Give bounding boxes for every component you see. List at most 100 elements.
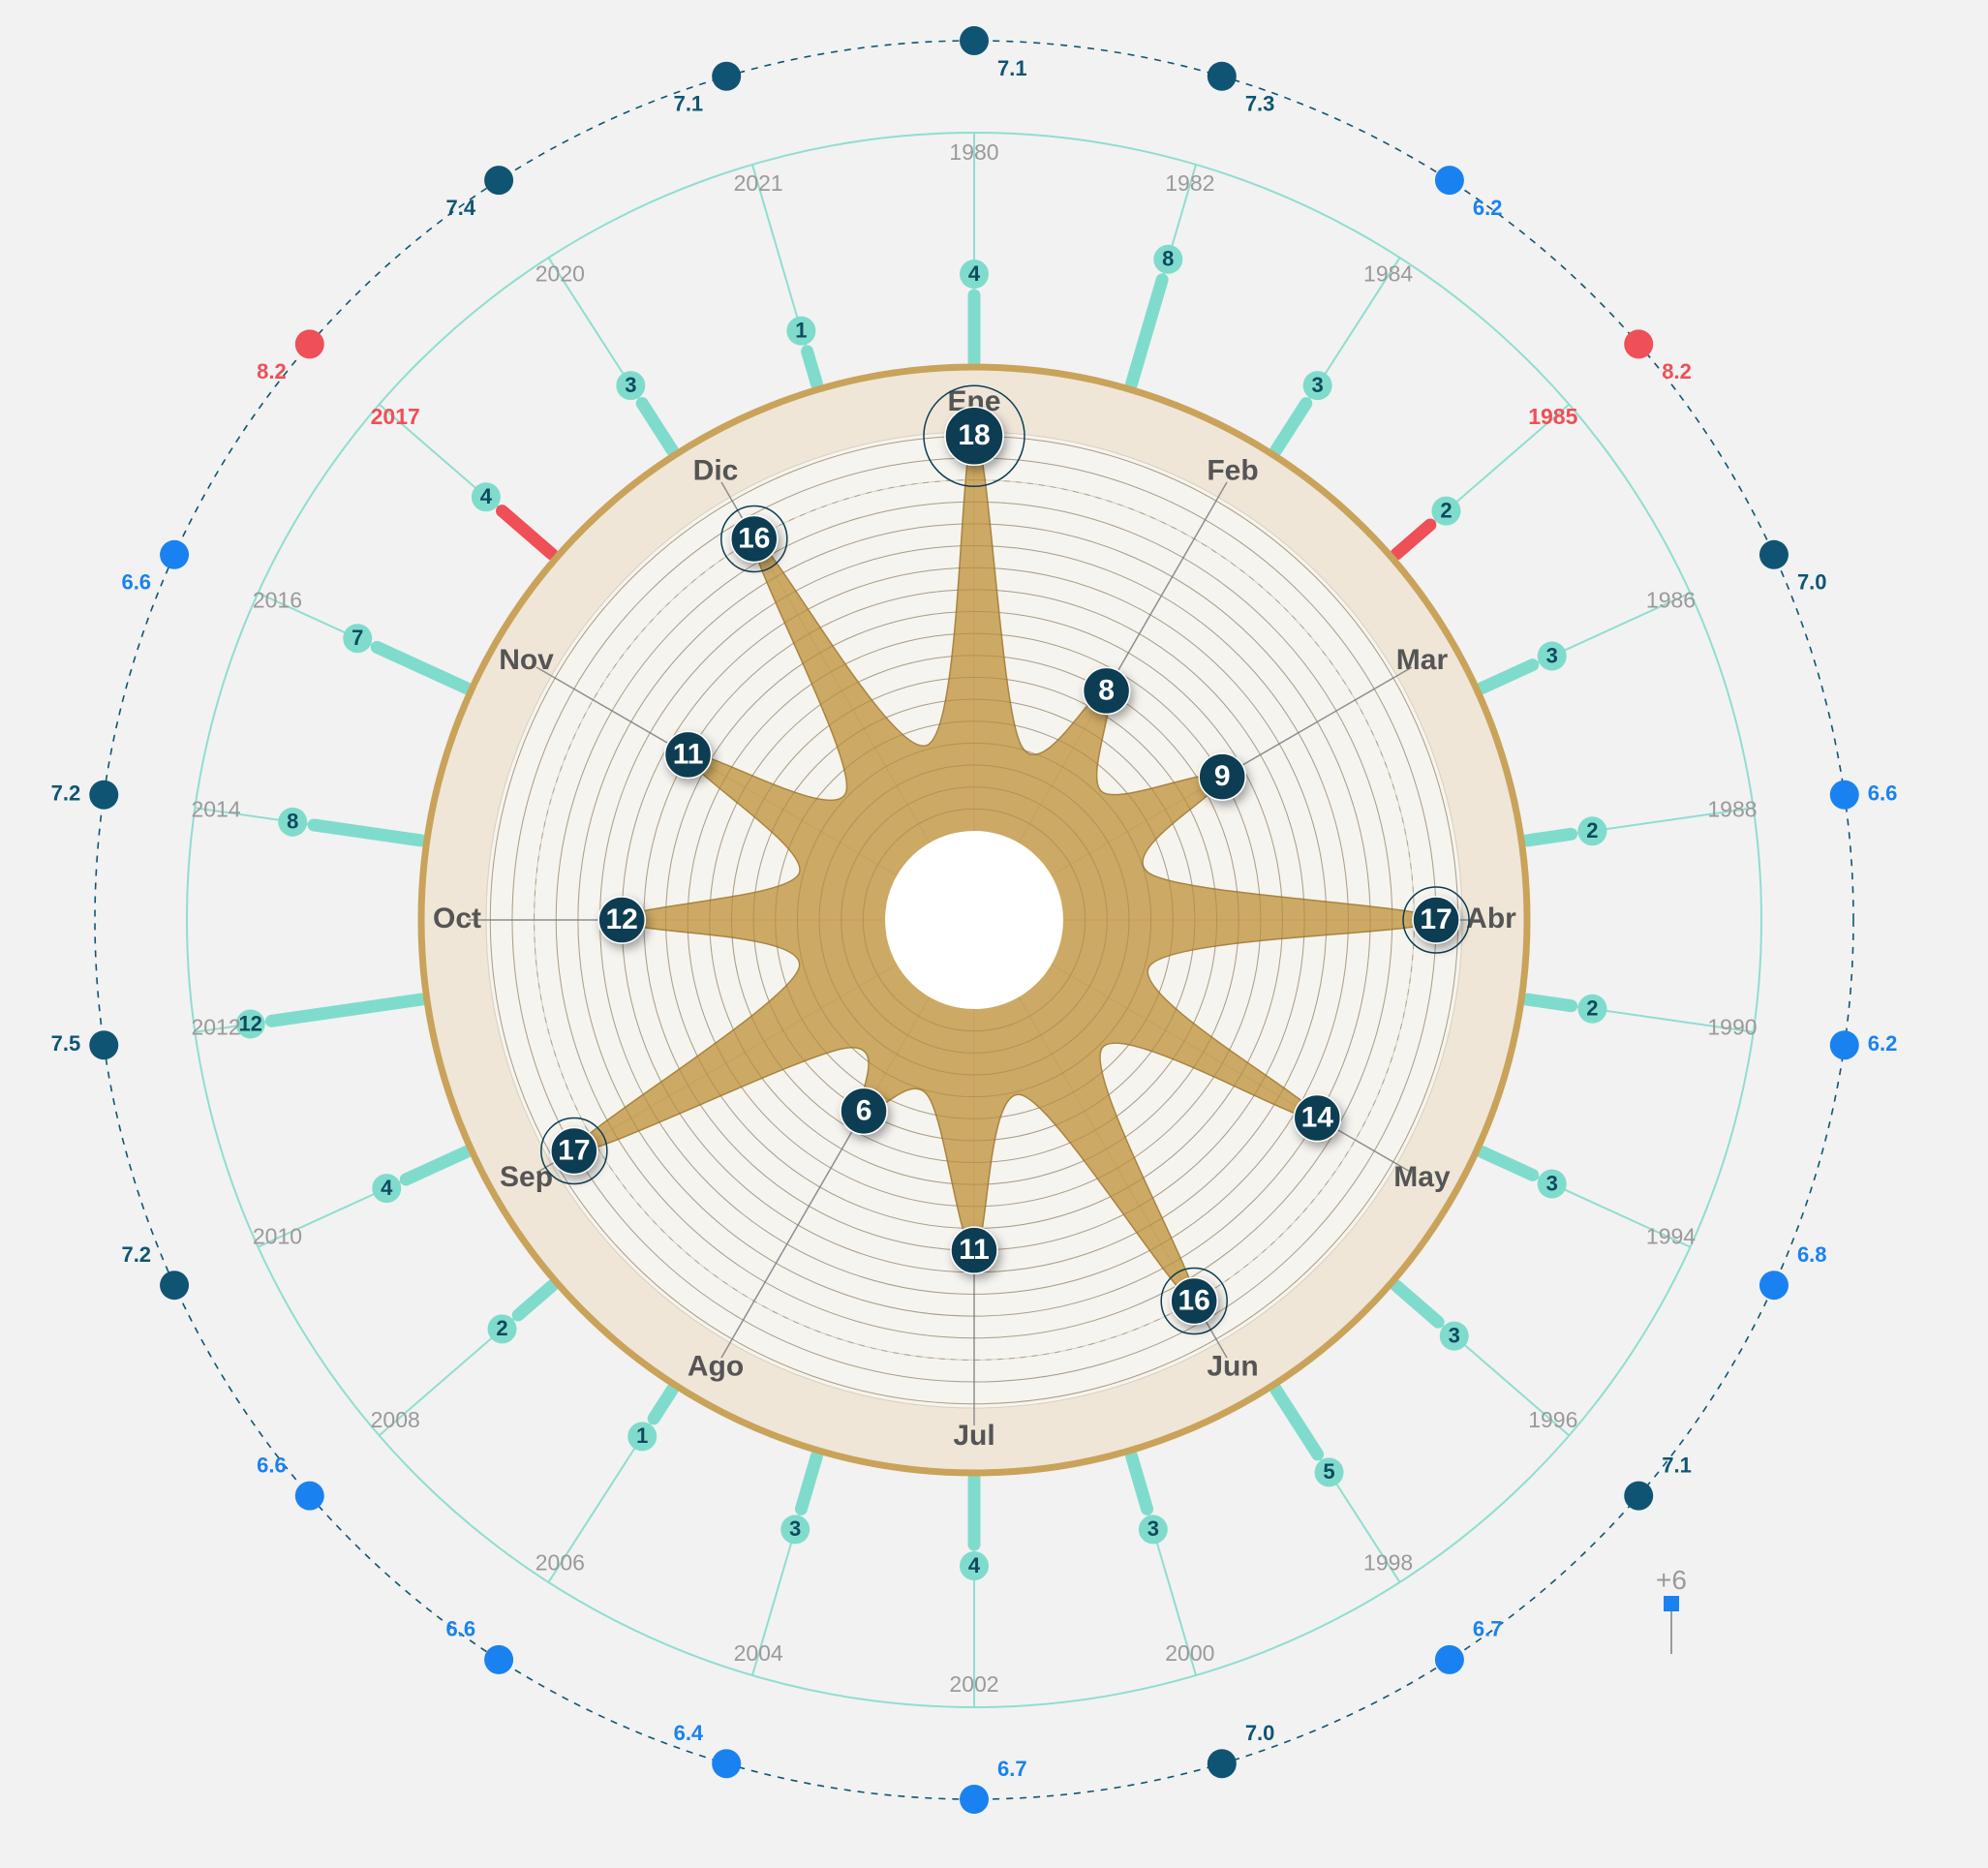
month-node-halo	[1402, 886, 1470, 954]
year-count-badge	[278, 807, 308, 837]
month-node	[1198, 752, 1246, 801]
year-count-badge	[780, 1515, 810, 1545]
magnitude-label: 6.2	[1473, 196, 1503, 220]
area-grid-ring	[862, 808, 1086, 1032]
year-count-badge	[616, 371, 646, 401]
magnitude-dot	[1434, 1644, 1464, 1674]
month-label: Nov	[499, 644, 554, 676]
area-grid-ring	[687, 632, 1262, 1208]
month-label: Oct	[433, 903, 481, 934]
year-count-badge	[1439, 1321, 1469, 1351]
magnitude-dot	[484, 166, 514, 196]
magnitude-dot	[1759, 1271, 1789, 1301]
year-count-badge	[627, 1422, 658, 1452]
year-label: 1984	[1363, 261, 1413, 287]
year-label: 1985	[1528, 404, 1577, 429]
month-node-value: 16	[1178, 1284, 1210, 1316]
year-count-badge	[1302, 371, 1332, 401]
year-count-value: 4	[968, 261, 981, 286]
month-node	[663, 730, 713, 780]
year-label: 2000	[1165, 1640, 1214, 1666]
month-label: Dic	[693, 454, 739, 486]
magnitude-dot	[1759, 539, 1789, 569]
year-label: 1986	[1646, 587, 1696, 612]
magnitude-dot	[1624, 329, 1654, 359]
year-count-value: 4	[968, 1553, 981, 1577]
extra-label: +6	[1656, 1565, 1687, 1595]
magnitude-label: 7.1	[1662, 1453, 1692, 1477]
year-count-bar	[1520, 827, 1578, 847]
magnitude-dot	[1434, 166, 1464, 196]
magnitude-dot	[1207, 61, 1237, 91]
month-node-value: 14	[1301, 1101, 1334, 1133]
year-count-bar	[496, 505, 559, 561]
year-count-bar	[370, 640, 473, 694]
year-count-value: 4	[480, 484, 493, 508]
year-label: 1996	[1528, 1407, 1577, 1432]
magnitude-label: 6.6	[446, 1617, 476, 1641]
year-count-value: 8	[1162, 247, 1174, 271]
year-label: 1988	[1707, 797, 1757, 822]
year-count-bar	[1269, 397, 1313, 457]
year-count-badge	[471, 482, 501, 512]
year-count-value: 2	[1586, 996, 1598, 1021]
year-count-badge	[235, 1009, 265, 1039]
year-count-value: 3	[1449, 1323, 1460, 1347]
year-count-value: 4	[381, 1176, 393, 1200]
year-count-badge	[1138, 1515, 1168, 1545]
year-count-badge	[960, 1551, 989, 1580]
month-node-halo	[923, 384, 1025, 488]
year-count-badge	[960, 260, 989, 289]
month-node-halo	[720, 505, 788, 573]
year-count-value: 3	[1312, 373, 1324, 397]
year-label: 1994	[1646, 1224, 1696, 1249]
year-count-bar	[511, 1279, 559, 1322]
magnitude-label: 8.2	[257, 359, 287, 383]
month-node-value: 9	[1214, 760, 1231, 792]
center-hole	[885, 831, 1063, 1009]
magnitude-label: 7.1	[674, 92, 704, 116]
year-count-bar	[1125, 273, 1169, 390]
year-count-value: 3	[789, 1516, 801, 1541]
magnitude-dot	[960, 1785, 989, 1814]
magnitude-label: 6.4	[674, 1721, 704, 1745]
month-label: May	[1393, 1161, 1451, 1193]
magnitude-dot	[1624, 1481, 1654, 1511]
magnitude-label: 6.7	[997, 1757, 1027, 1781]
month-node-value: 8	[1098, 674, 1115, 706]
magnitude-label: 6.2	[1868, 1031, 1898, 1056]
year-count-value: 8	[287, 810, 298, 834]
year-count-badge	[487, 1314, 517, 1344]
month-node-value: 17	[558, 1134, 590, 1166]
month-node	[1082, 666, 1131, 716]
magnitude-dot	[1207, 1749, 1237, 1779]
year-count-badge	[1537, 641, 1567, 671]
month-node	[944, 406, 1004, 467]
month-node	[597, 896, 646, 944]
year-label: 2016	[253, 587, 302, 612]
area-grid-ring	[841, 786, 1108, 1054]
magnitude-dot	[160, 539, 190, 569]
year-count-badge	[1431, 496, 1461, 526]
month-node-halo	[540, 1117, 608, 1185]
year-count-value: 3	[1546, 1171, 1558, 1195]
month-label: Ago	[688, 1350, 744, 1382]
magnitude-dot	[89, 1030, 119, 1060]
magnitude-label: 7.3	[1245, 92, 1275, 116]
year-count-bar	[635, 397, 679, 457]
year-count-value: 7	[352, 626, 363, 650]
year-count-bar	[307, 818, 428, 847]
year-count-badge	[372, 1174, 402, 1204]
month-node-value: 11	[959, 1234, 990, 1266]
year-label: 2020	[535, 261, 585, 287]
year-count-value: 5	[1323, 1459, 1334, 1484]
month-label: Sep	[500, 1161, 553, 1193]
area-grid-ring	[818, 764, 1130, 1076]
magnitude-dot	[1829, 780, 1859, 810]
magnitude-dot	[712, 1749, 742, 1779]
magnitude-label: 6.6	[257, 1453, 287, 1477]
month-node-value: 12	[606, 903, 638, 935]
month-label: Mar	[1396, 644, 1449, 676]
